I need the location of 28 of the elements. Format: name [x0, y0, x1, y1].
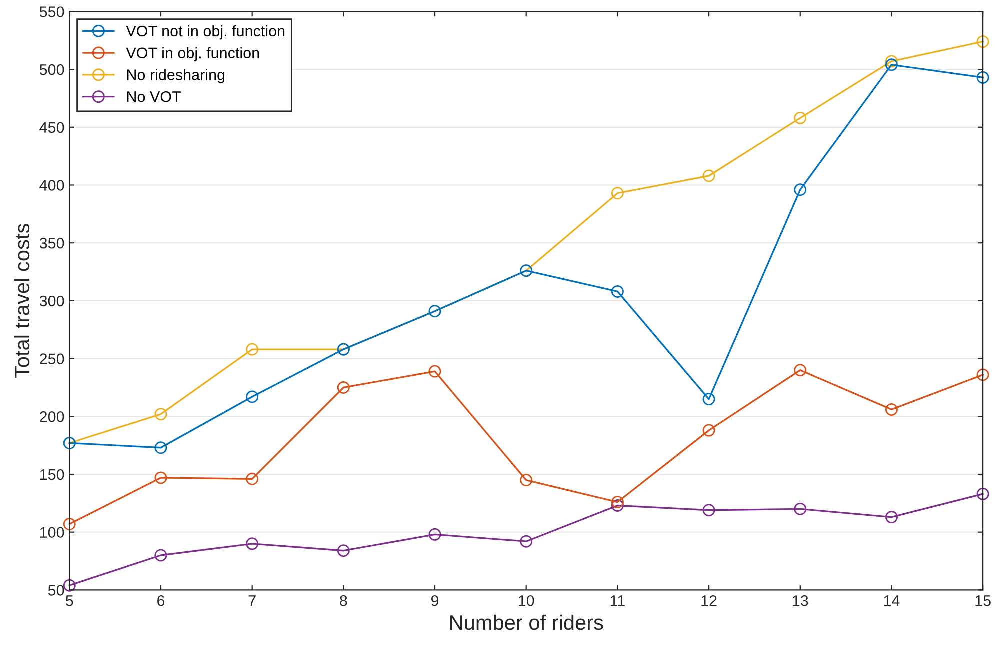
x-tick-label: 6: [158, 595, 165, 606]
y-tick-label: 400: [40, 180, 64, 191]
y-tick-label: 500: [40, 64, 64, 76]
y-tick-label: 200: [40, 412, 64, 422]
y-tick-label: 100: [40, 527, 64, 538]
x-tick-label: 13: [793, 595, 808, 606]
x-tick-label: 11: [610, 596, 625, 606]
x-tick-label: 15: [976, 596, 991, 606]
y-tick-label: 450: [40, 122, 64, 134]
x-tick-label: 7: [248, 596, 256, 606]
legend-label: VOT not in obj. function: [126, 25, 285, 40]
legend-label: No VOT: [127, 91, 182, 102]
y-tick-label: 550: [40, 6, 64, 18]
legend-label: No ridesharing: [127, 69, 225, 84]
y-axis-title: Total travel costs: [14, 224, 30, 378]
x-tick-label: 14: [884, 596, 900, 606]
y-tick-label: 50: [48, 585, 64, 596]
x-tick-label: 12: [702, 595, 717, 606]
y-tick-label: 250: [40, 354, 64, 364]
x-tick-label: 5: [66, 596, 74, 606]
x-axis-title: Number of riders: [450, 614, 604, 630]
y-tick-label: 150: [40, 469, 64, 480]
x-tick-label: 9: [431, 595, 439, 606]
x-tick-label: 8: [340, 595, 348, 606]
legend-label: VOT in obj. function: [126, 47, 260, 62]
y-tick-label: 350: [40, 238, 64, 249]
y-tick-label: 300: [40, 296, 64, 307]
x-tick-label: 10: [519, 595, 534, 606]
